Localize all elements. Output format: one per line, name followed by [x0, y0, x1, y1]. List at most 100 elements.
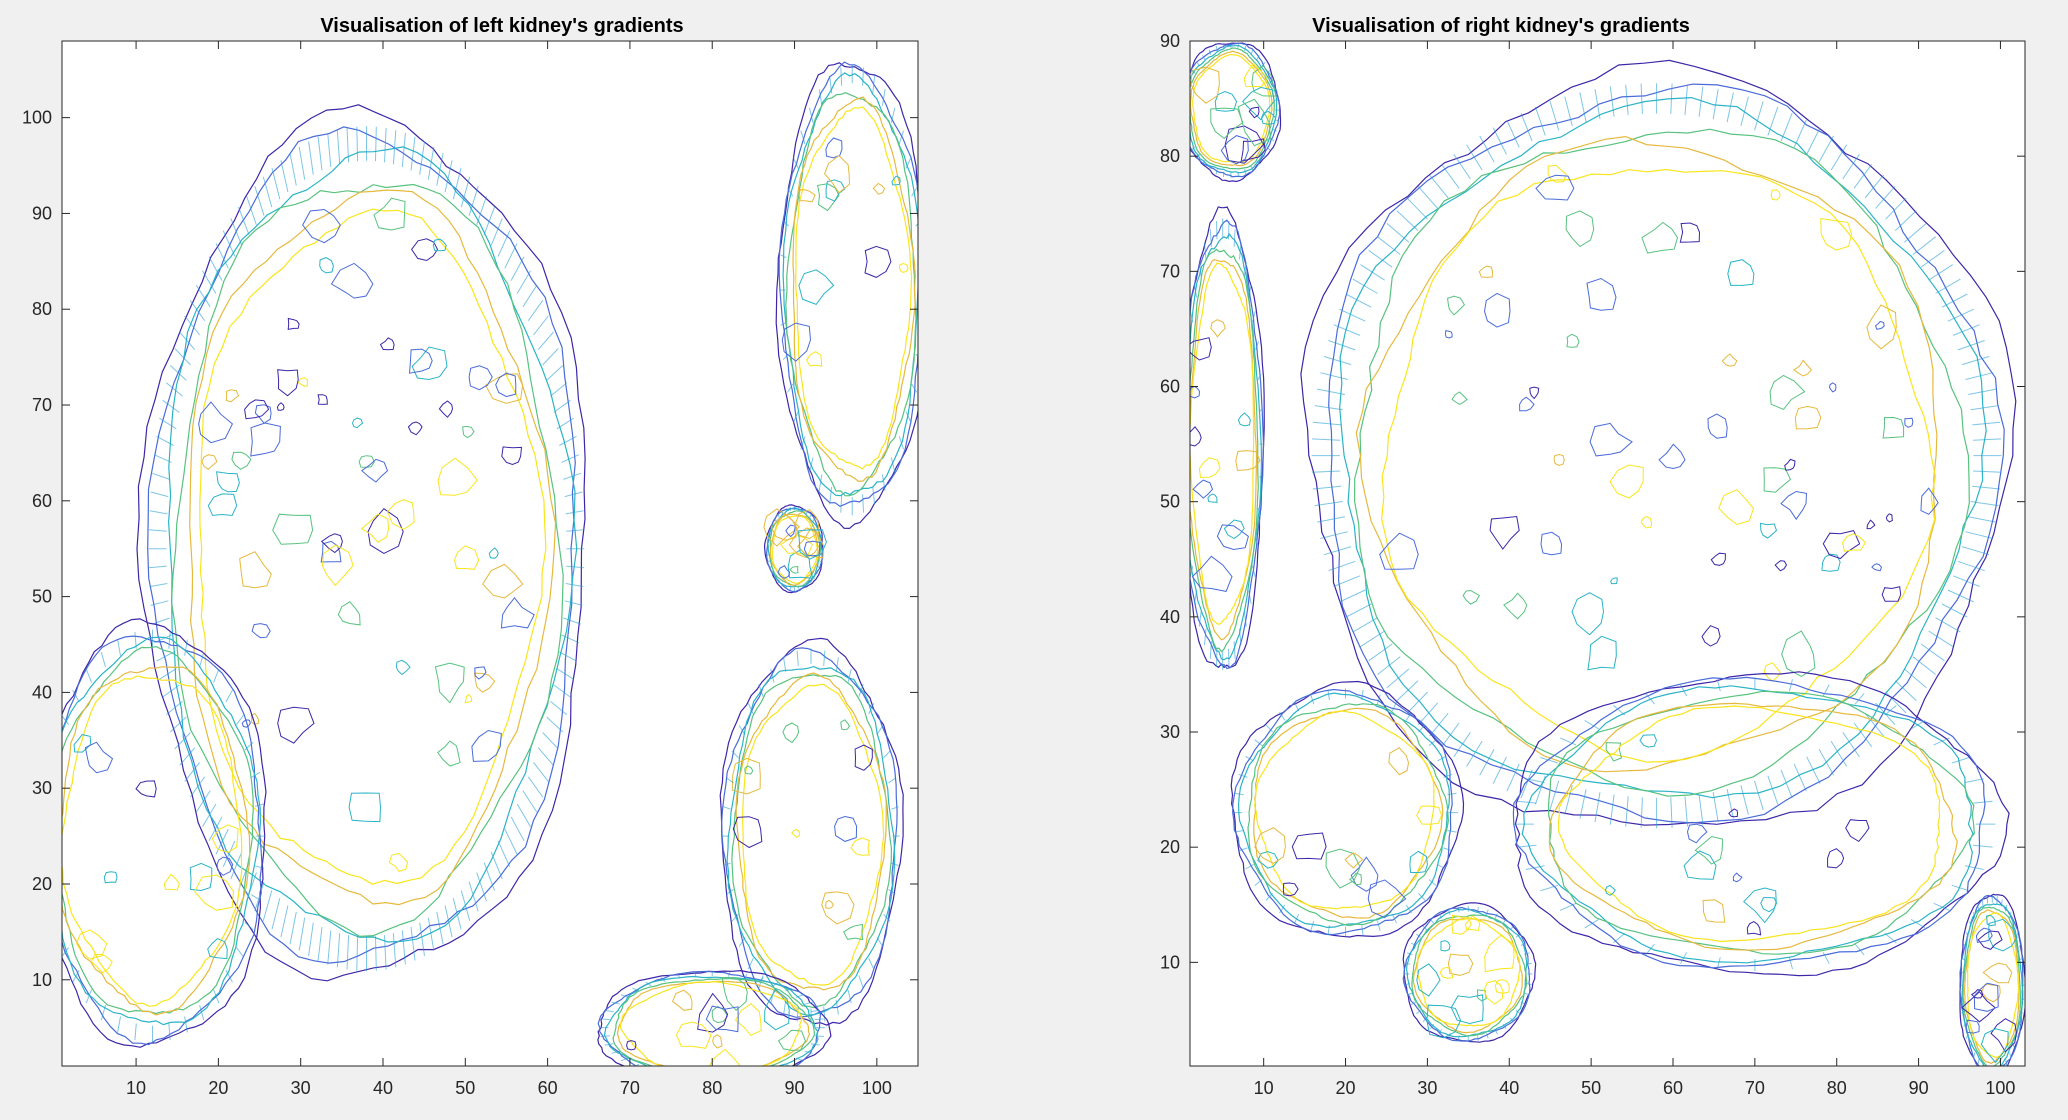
gradient-arrow [1933, 902, 1950, 911]
gradient-arrow [872, 75, 876, 94]
contour-blob [321, 544, 354, 587]
gradient-arrow [215, 828, 229, 855]
contour-blob [1961, 991, 1996, 1023]
gradient-arrow [419, 141, 425, 175]
gradient-arrow [829, 75, 833, 94]
gradient-arrow [1584, 918, 1599, 929]
gradient-arrow [436, 911, 444, 945]
contour-line [720, 647, 898, 1018]
contour-blob [1451, 914, 1472, 935]
gradient-arrow [1453, 732, 1471, 758]
gradient-arrow [792, 157, 799, 169]
gradient-arrow [1216, 221, 1218, 240]
gradient-arrow [783, 657, 787, 673]
gradient-arrow [174, 348, 191, 366]
left-plot-area [62, 41, 918, 1066]
gradient-arrow [1422, 925, 1428, 931]
gradient-arrow [915, 353, 918, 358]
gradient-arrow [812, 575, 815, 579]
contour-blob [626, 1040, 637, 1051]
gradient-arrow [392, 933, 397, 968]
contour-blob [500, 596, 535, 629]
contour-blob [216, 471, 240, 493]
gradient-arrow [566, 565, 585, 569]
gradient-arrow [1973, 438, 2002, 441]
gradient-arrow [1443, 847, 1453, 852]
gradient-arrow [1961, 957, 1965, 961]
gradient-arrow [1215, 169, 1218, 175]
y-tick-label: 80 [32, 299, 52, 319]
contour-blob [1842, 533, 1867, 552]
contour-blob [1220, 135, 1249, 165]
gradient-arrow [1953, 324, 1980, 336]
contour-blob [386, 499, 415, 530]
gradient-arrow [1266, 146, 1271, 151]
contour-blob [453, 545, 480, 570]
gradient-arrow [1540, 757, 1559, 764]
gradient-arrow [1250, 165, 1254, 171]
contour-blob [1416, 963, 1441, 997]
x-tick-label: 100 [1985, 1078, 2015, 1098]
gradient-arrow [769, 565, 772, 569]
gradient-arrow [1973, 800, 1993, 804]
gradient-arrow [1788, 679, 1793, 692]
y-tick-label: 10 [32, 970, 52, 990]
gradient-arrow [2000, 1064, 2003, 1066]
contour-blob [1794, 405, 1822, 430]
gradient-arrow [1767, 106, 1779, 136]
gradient-arrow [565, 510, 584, 515]
contour-blob [731, 757, 761, 795]
contour-blob [408, 348, 433, 374]
gradient-arrow [1479, 748, 1495, 776]
gradient-arrow [723, 862, 731, 866]
gradient-arrow [818, 535, 822, 538]
gradient-arrow [818, 89, 823, 106]
gradient-arrow [1328, 340, 1356, 351]
gradient-arrow [563, 617, 581, 625]
contour-line [1232, 688, 1453, 936]
contour-blob [320, 540, 342, 563]
gradient-arrow [1740, 96, 1749, 127]
gradient-arrow [1830, 144, 1848, 171]
contour-blob [1920, 487, 1939, 515]
gradient-arrow [1312, 485, 1342, 490]
contour-line [1355, 135, 1938, 773]
y-tick-label: 100 [22, 108, 52, 128]
gradient-arrow [1492, 127, 1507, 155]
gradient-arrow [1935, 278, 1961, 294]
x-tick-label: 40 [1499, 1078, 1519, 1098]
contour-line [147, 126, 576, 964]
gradient-arrow [815, 523, 818, 527]
gradient-arrow [169, 716, 187, 733]
contour-blob [1882, 416, 1905, 439]
gradient-arrow [1418, 724, 1426, 733]
contour-blob [817, 183, 840, 212]
gradient-arrow [1361, 689, 1364, 701]
gradient-arrow [1453, 154, 1471, 180]
x-tick-label: 50 [1581, 1078, 1601, 1098]
gradient-arrow [767, 535, 771, 538]
contour-blob [1973, 982, 1999, 1012]
gradient-arrow [565, 583, 584, 588]
gradient-arrow [1822, 952, 1830, 964]
gradient-arrow [401, 132, 406, 168]
contour-blob [1325, 848, 1361, 889]
contour-blob [891, 175, 901, 186]
gradient-arrow [289, 153, 297, 186]
gradient-arrow [153, 454, 172, 463]
contour-blob [1483, 980, 1504, 1005]
gradient-arrow [780, 321, 787, 326]
gradient-arrow [1270, 137, 1275, 142]
contour-blob [319, 257, 334, 274]
gradient-arrow [1254, 879, 1263, 886]
gradient-arrow [898, 436, 904, 450]
contour-line [1381, 168, 1937, 763]
left-plot-ticks: 10 20 30 40 50 60 70 80 90 100 10 20 30 40 50 60 70 80 90 1… [22, 41, 918, 1098]
gradient-arrow [781, 583, 784, 587]
contour-blob [320, 533, 343, 554]
contour-blob [388, 852, 409, 872]
y-tick-label: 90 [32, 203, 52, 223]
contour-blob [854, 744, 873, 771]
gradient-arrow [817, 529, 821, 532]
gradient-arrow [427, 917, 435, 951]
